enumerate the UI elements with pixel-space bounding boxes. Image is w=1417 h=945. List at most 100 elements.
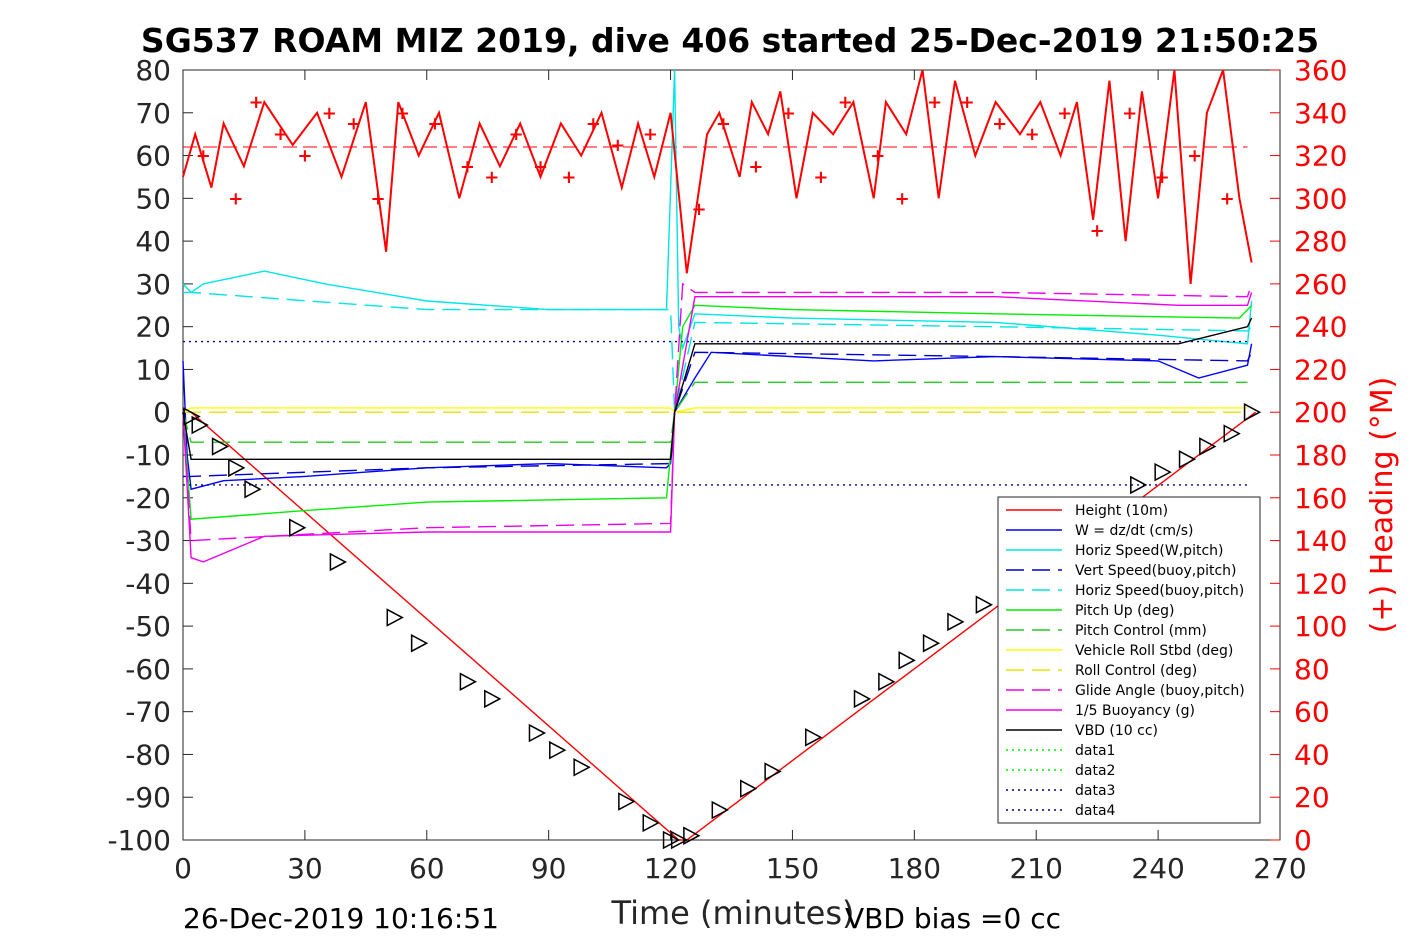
right-y-tick-label-15: 300 — [1294, 182, 1347, 215]
height-marker-35 — [1178, 450, 1197, 469]
heading-point-18: + — [691, 199, 706, 220]
right-y-tick-label-9: 180 — [1294, 439, 1347, 472]
height-marker-23 — [853, 689, 872, 709]
left-y-tick-label-15: 50 — [135, 182, 171, 215]
height-marker-14 — [618, 792, 636, 811]
right-y-tick-label-8: 160 — [1294, 482, 1347, 515]
x-tick-label-0: 0 — [174, 852, 192, 885]
height-marker-3 — [228, 458, 246, 478]
legend-label-7: Vehicle Roll Stbd (deg) — [1075, 643, 1233, 659]
right-y-tick-label-4: 80 — [1294, 653, 1330, 686]
left-y-tick-label-0: -100 — [107, 824, 171, 857]
heading-point-4: + — [297, 146, 312, 167]
heading-point-1: + — [228, 188, 243, 209]
right-y-tick-label-2: 40 — [1294, 738, 1330, 771]
heading-point-19: + — [716, 113, 731, 134]
legend-label-11: VBD (10 cc) — [1075, 723, 1158, 739]
heading-point-11: + — [484, 167, 499, 188]
right-y-tick-label-7: 140 — [1294, 525, 1347, 558]
footer-vbd-bias: VBD bias =0 cc — [845, 902, 1061, 935]
left-y-tick-label-14: 40 — [135, 225, 171, 258]
height-marker-21 — [764, 762, 782, 781]
x-tick-label-6: 180 — [888, 852, 941, 885]
heading-point-35: + — [1220, 188, 1235, 209]
heading-point-32: + — [1122, 103, 1137, 124]
x-tick-label-1: 30 — [287, 852, 323, 885]
left-y-tick-label-4: -60 — [125, 653, 171, 686]
legend-label-15: data4 — [1075, 803, 1116, 819]
left-y-tick-label-2: -80 — [125, 738, 171, 771]
left-y-tick-label-13: 30 — [135, 268, 171, 301]
height-marker-26 — [922, 633, 941, 653]
left-y-tick-label-9: -10 — [125, 439, 171, 472]
heading-point-10: + — [460, 156, 475, 177]
heading-point-5: + — [322, 103, 337, 124]
heading-point-21: + — [781, 103, 796, 124]
right-y-tick-label-13: 260 — [1294, 268, 1347, 301]
left-y-tick-label-17: 70 — [135, 97, 171, 130]
heading-point-26: + — [927, 92, 942, 113]
heading-point-34: + — [1187, 146, 1202, 167]
plot-area: 0 30 60 90 120 150 180 210 240 270-100-90-80-70-6… — [107, 54, 1347, 885]
legend-label-8: Roll Control (deg) — [1075, 663, 1197, 679]
heading-point-8: + — [395, 103, 410, 124]
series-line-10 — [182, 292, 1253, 563]
footer-timestamp: 26-Dec-2019 10:16:51 — [183, 902, 499, 935]
right-y-axis-label: (+) Heading (°M) — [1365, 377, 1400, 634]
height-marker-24 — [878, 672, 896, 691]
heading-point-2: + — [249, 92, 264, 113]
legend-box — [997, 496, 1261, 824]
left-y-tick-label-6: -40 — [125, 567, 171, 600]
series-line-5 — [182, 304, 1253, 520]
right-y-tick-label-18: 360 — [1294, 54, 1347, 87]
series-line-6 — [182, 381, 1248, 443]
heading-point-31: + — [1090, 220, 1105, 241]
heading-point-12: + — [509, 124, 524, 145]
right-y-tick-label-12: 240 — [1294, 311, 1347, 344]
left-y-tick-label-18: 80 — [135, 54, 171, 87]
heading-point-14: + — [561, 167, 576, 188]
left-y-tick-label-5: -50 — [125, 610, 171, 643]
heading-point-13: + — [533, 156, 548, 177]
heading-point-23: + — [838, 92, 853, 113]
height-marker-36 — [1199, 437, 1217, 456]
legend-label-10: 1/5 Buoyancy (g) — [1075, 703, 1195, 719]
legend-label-5: Pitch Up (deg) — [1075, 603, 1174, 619]
left-y-tick-label-11: 10 — [135, 353, 171, 386]
series-line-3 — [183, 351, 1253, 478]
left-y-tick-label-3: -70 — [125, 696, 171, 729]
height-marker-22 — [805, 728, 823, 747]
x-tick-label-2: 60 — [409, 852, 445, 885]
heading-line — [182, 69, 1253, 284]
x-tick-label-4: 120 — [644, 852, 697, 885]
height-marker-10 — [484, 689, 502, 709]
right-y-tick-label-14: 280 — [1294, 225, 1347, 258]
height-marker-13 — [573, 758, 591, 777]
x-tick-label-8: 240 — [1131, 852, 1184, 885]
legend-label-9: Glide Angle (buoy,pitch) — [1075, 683, 1245, 699]
height-marker-18 — [683, 826, 701, 845]
legend-label-6: Pitch Control (mm) — [1075, 623, 1207, 639]
height-marker-12 — [549, 740, 567, 760]
height-marker-15 — [642, 813, 660, 833]
height-marker-38 — [1243, 402, 1262, 422]
series-line-4 — [183, 291, 1253, 413]
series-line-1 — [182, 343, 1253, 491]
left-y-tick-label-12: 20 — [135, 311, 171, 344]
right-y-tick-label-6: 120 — [1294, 567, 1347, 600]
left-y-tick-label-10: 0 — [153, 396, 171, 429]
heading-point-22: + — [813, 167, 828, 188]
heading-point-33: + — [1155, 167, 1170, 188]
heading-point-20: + — [748, 156, 763, 177]
heading-point-29: + — [1025, 124, 1040, 145]
heading-point-3: + — [273, 124, 288, 145]
right-y-tick-label-0: 0 — [1294, 824, 1312, 857]
x-axis-label: Time (minutes) — [611, 894, 855, 932]
legend-label-0: Height (10m) — [1075, 503, 1168, 519]
series-line-7 — [182, 407, 1248, 413]
right-y-tick-label-1: 20 — [1294, 781, 1330, 814]
heading-point-25: + — [895, 188, 910, 209]
height-marker-17 — [670, 830, 689, 850]
legend-label-14: data3 — [1075, 783, 1115, 799]
